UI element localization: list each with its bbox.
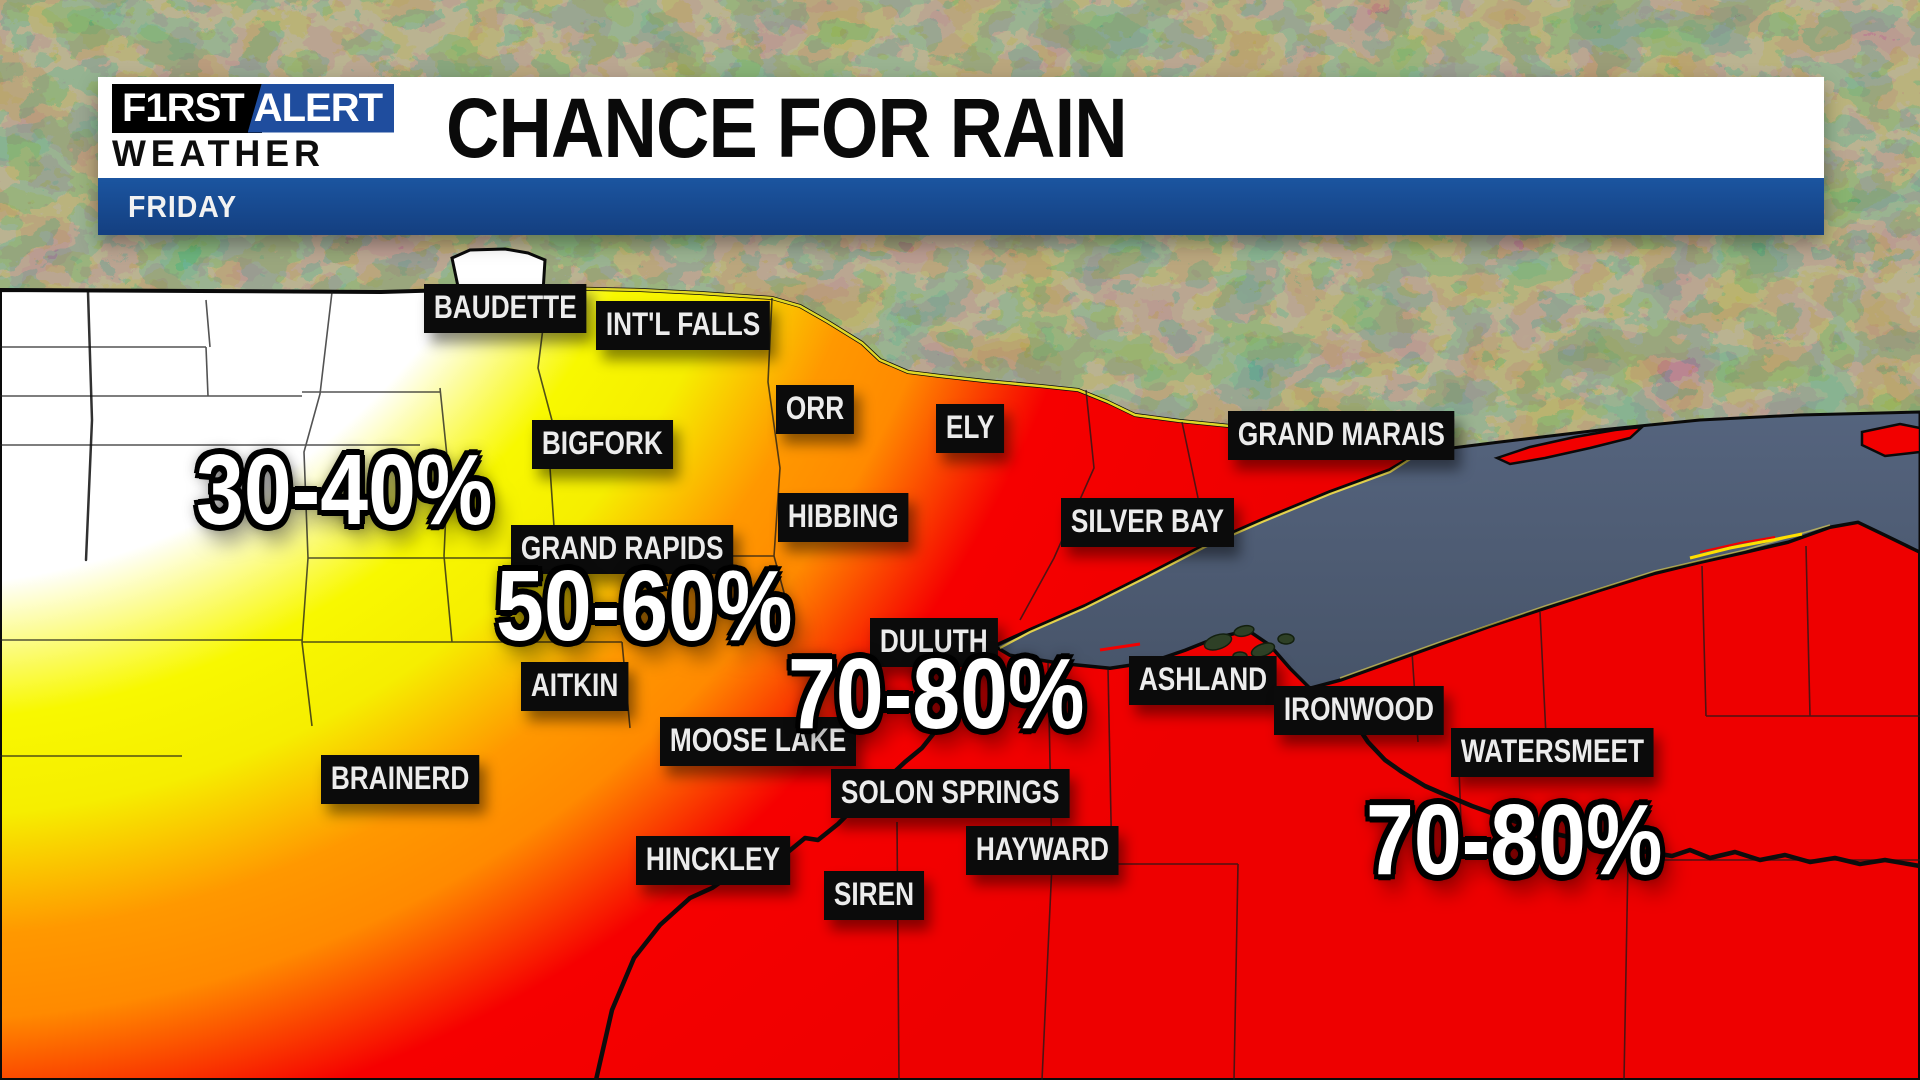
city-label-ironwood: IRONWOOD	[1274, 686, 1444, 736]
day-label: FRIDAY	[128, 188, 238, 224]
keweenaw-sliver-yellow	[1689, 532, 1803, 560]
day-bar: FRIDAY	[98, 178, 1824, 235]
city-label-moose-lake: MOOSE LAKE	[660, 717, 857, 767]
city-label-siren: SIREN	[824, 871, 924, 921]
city-label-hinckley: HINCKLEY	[636, 836, 790, 886]
city-label-hibbing: HIBBING	[778, 493, 909, 543]
city-label-hayward: HAYWARD	[966, 826, 1119, 876]
header-panel: F1RST ALERT WEATHER CHANCE FOR RAIN FRID…	[98, 77, 1824, 235]
city-label-grand-rapids: GRAND RAPIDS	[511, 525, 734, 575]
logo-first-text: F1RST	[112, 83, 262, 133]
isle-royale-island	[1493, 425, 1646, 466]
city-label-brainerd: BRAINERD	[321, 755, 480, 805]
city-label-duluth: DULUTH	[870, 618, 998, 668]
city-label-orr: ORR	[776, 385, 854, 435]
percent-label-70-80-3: 70-80%	[788, 638, 1085, 750]
park-point-sliver	[1099, 642, 1141, 652]
header-top: F1RST ALERT WEATHER CHANCE FOR RAIN	[98, 77, 1824, 178]
city-label-watersmeet: WATERSMEET	[1451, 728, 1654, 778]
city-label-int-l-falls: INT'L FALLS	[596, 301, 771, 351]
page-title: CHANCE FOR RAIN	[446, 80, 1128, 175]
state-borders	[84, 290, 1920, 1080]
city-label-baudette: BAUDETTE	[424, 284, 587, 334]
keweenaw-sliver-red	[1699, 536, 1776, 553]
percent-label-50-60-2: 50-60%	[496, 550, 793, 662]
city-label-ely: ELY	[936, 404, 1005, 454]
city-label-aitkin: AITKIN	[521, 662, 629, 712]
logo-row1: F1RST ALERT	[112, 83, 395, 133]
south-shore-highlight	[1339, 524, 1831, 679]
city-label-solon-springs: SOLON SPRINGS	[831, 769, 1070, 819]
county-borders	[0, 287, 1920, 1080]
city-label-bigfork: BIGFORK	[532, 420, 673, 470]
percent-label-30-40-1: 30-40%	[196, 434, 493, 546]
logo-weather-text: WEATHER	[112, 132, 325, 174]
first-alert-weather-logo: F1RST ALERT WEATHER	[112, 83, 395, 174]
city-label-silver-bay: SILVER BAY	[1061, 498, 1234, 548]
percent-label-70-80-4: 70-80%	[1366, 784, 1663, 896]
city-label-ashland: ASHLAND	[1129, 656, 1277, 706]
city-label-grand-marais: GRAND MARAIS	[1228, 411, 1455, 461]
logo-alert-text: ALERT	[247, 83, 395, 133]
keweenaw-tip-island	[1860, 422, 1920, 458]
